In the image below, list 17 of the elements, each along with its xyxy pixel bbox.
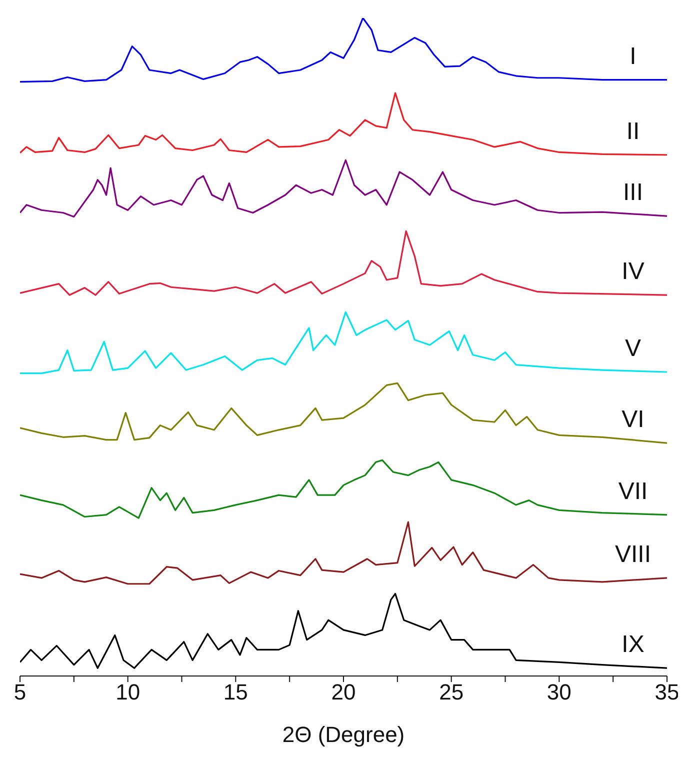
x-tick-label: 10 bbox=[116, 680, 140, 705]
series-label: III bbox=[622, 179, 644, 206]
series-label: V bbox=[624, 335, 642, 362]
x-tick-label: 35 bbox=[654, 680, 680, 705]
x-tick-label: 30 bbox=[546, 680, 572, 705]
series-label: VIII bbox=[614, 540, 652, 568]
series-label: IV bbox=[622, 258, 644, 286]
series-label: I bbox=[630, 42, 636, 70]
x-tick-label: 15 bbox=[223, 680, 248, 705]
x-axis-title: 2Θ (Degree) bbox=[282, 722, 405, 747]
series-label: VI bbox=[622, 406, 644, 434]
x-tick-label: 25 bbox=[439, 680, 464, 705]
series-label: IX bbox=[622, 631, 644, 658]
x-tick-label: 20 bbox=[331, 680, 356, 705]
x-tick-label: 5 bbox=[14, 680, 26, 705]
series-label: II bbox=[626, 118, 640, 145]
series-label: VII bbox=[618, 478, 648, 505]
